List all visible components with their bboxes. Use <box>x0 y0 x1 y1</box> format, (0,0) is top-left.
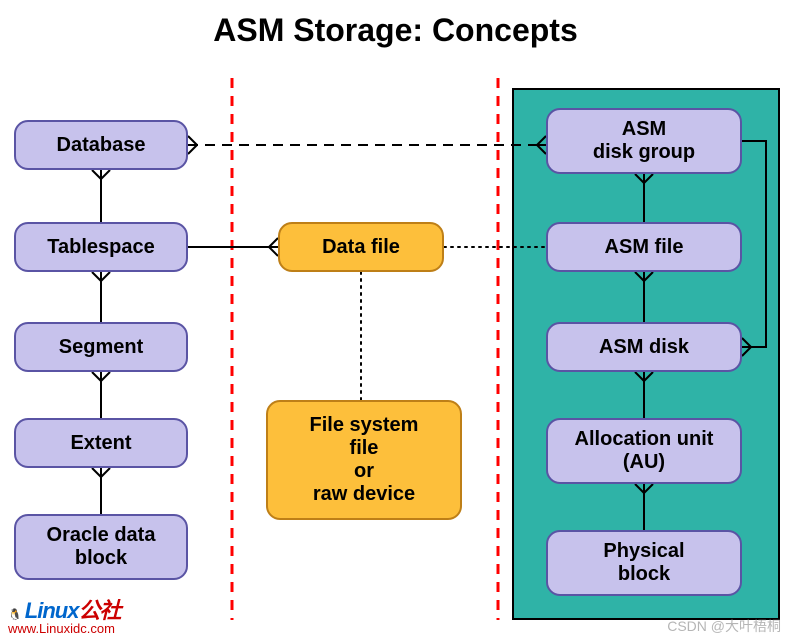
node-tablespace: Tablespace <box>14 222 188 272</box>
node-asm-disk: ASM disk <box>546 322 742 372</box>
watermark-word2: 公社 <box>78 598 120 623</box>
node-label: ASM file <box>605 236 684 259</box>
diagram-title: ASM Storage: Concepts <box>0 12 791 49</box>
node-label: Database <box>57 134 146 157</box>
node-database: Database <box>14 120 188 170</box>
node-label: ASM disk <box>599 336 689 359</box>
node-label: Extent <box>70 432 131 455</box>
node-label: Allocation unit(AU) <box>575 428 714 474</box>
node-fs-raw: File systemfileorraw device <box>266 400 462 520</box>
node-label: Data file <box>322 236 400 259</box>
watermark-linuxidc: 🐧 Linux公社 www.Linuxidc.com <box>8 593 120 636</box>
node-extent: Extent <box>14 418 188 468</box>
node-asm-file: ASM file <box>546 222 742 272</box>
node-label: Oracle datablock <box>47 524 156 570</box>
watermark-csdn: CSDN @大叶梧桐 <box>667 616 781 636</box>
node-oracle-block: Oracle datablock <box>14 514 188 580</box>
node-segment: Segment <box>14 322 188 372</box>
node-label: File systemfileorraw device <box>310 414 419 506</box>
node-disk-group: ASMdisk group <box>546 108 742 174</box>
node-label: Segment <box>59 336 143 359</box>
watermark-word1: Linux <box>25 598 79 623</box>
node-label: ASMdisk group <box>593 118 695 164</box>
node-data-file: Data file <box>278 222 444 272</box>
penguin-icon: 🐧 <box>8 609 22 621</box>
diagram-canvas: ASM Storage: Concepts Database Tablespac… <box>0 0 791 644</box>
node-physical-block: Physicalblock <box>546 530 742 596</box>
node-label: Tablespace <box>47 236 154 259</box>
watermark-url: www.Linuxidc.com <box>8 621 120 636</box>
node-label: Physicalblock <box>603 540 684 586</box>
node-allocation-unit: Allocation unit(AU) <box>546 418 742 484</box>
